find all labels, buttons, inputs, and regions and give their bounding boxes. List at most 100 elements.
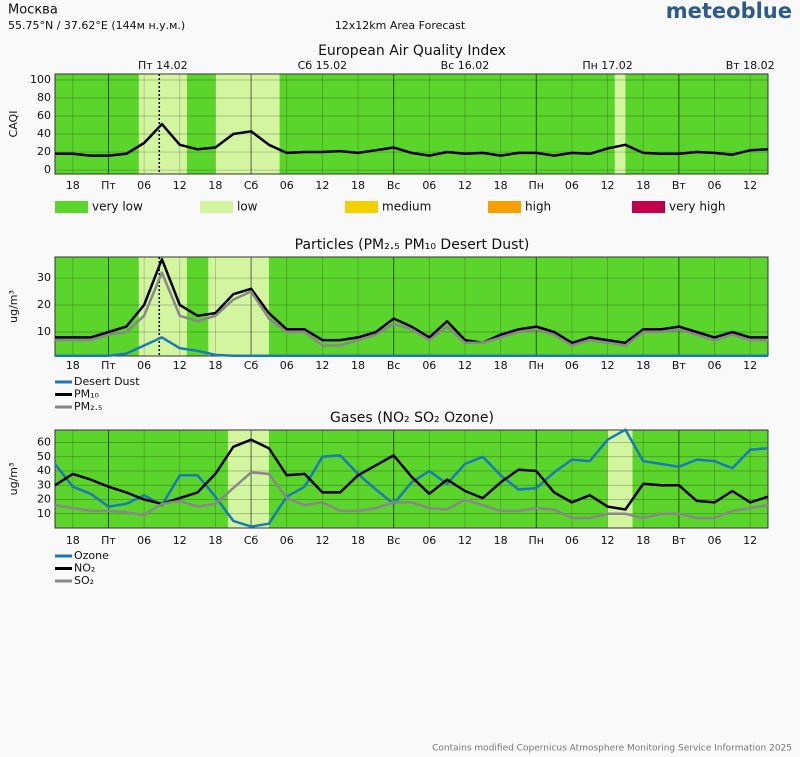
legend-swatch	[345, 201, 378, 213]
x-tick-label: 12	[173, 534, 187, 547]
x-tick-label: 06	[422, 179, 436, 192]
legend-label: high	[525, 200, 551, 214]
x-tick-label: 18	[494, 534, 508, 547]
y-tick-label: 20	[37, 298, 51, 311]
logo: meteoblue	[666, 0, 792, 23]
y-tick-label: 0	[44, 163, 51, 176]
x-tick-label: 06	[708, 359, 722, 372]
chart-title: Gases (NO₂ SO₂ Ozone)	[330, 410, 494, 426]
legend-swatch	[55, 201, 88, 213]
x-tick-label: Пт	[101, 179, 116, 192]
day-label: Пн 17.02	[582, 59, 632, 72]
x-tick-label: Пн	[529, 534, 544, 547]
legend-label: Ozone	[74, 549, 109, 562]
y-tick-label: 10	[37, 325, 51, 338]
x-tick-label: Пт	[101, 359, 116, 372]
series-line	[55, 271, 768, 347]
x-tick-label: 18	[636, 359, 650, 372]
legend-label: very high	[669, 200, 726, 214]
y-tick-label: 60	[37, 436, 51, 449]
x-tick-label: 18	[66, 359, 80, 372]
x-tick-label: 06	[422, 534, 436, 547]
x-tick-label: 18	[351, 359, 365, 372]
day-label: Пт 14.02	[138, 59, 188, 72]
x-tick-label: 18	[208, 179, 222, 192]
x-tick-label: 06	[137, 179, 151, 192]
low-band	[215, 74, 280, 174]
x-tick-label: 12	[601, 534, 615, 547]
x-tick-label: 06	[137, 534, 151, 547]
y-tick-label: 40	[37, 127, 51, 140]
y-tick-label: 50	[37, 450, 51, 463]
x-tick-label: 18	[351, 534, 365, 547]
series-line	[54, 471, 769, 520]
footer: Contains modified Copernicus Atmosphere …	[432, 744, 792, 754]
low-band	[208, 257, 269, 356]
x-tick-label: 18	[208, 534, 222, 547]
y-tick-label: 30	[37, 478, 51, 491]
y-tick-label: 10	[37, 507, 51, 520]
x-tick-label: 18	[494, 359, 508, 372]
x-tick-label: Вс	[387, 179, 401, 192]
x-tick-label: 06	[565, 359, 579, 372]
x-tick-label: Пт	[101, 534, 116, 547]
x-tick-label: 06	[708, 179, 722, 192]
y-tick-label: 30	[37, 271, 51, 284]
x-tick-label: 12	[315, 359, 329, 372]
y-tick-label: 100	[30, 73, 51, 86]
y-tick-label: 40	[37, 464, 51, 477]
x-tick-label: Вт	[672, 179, 687, 192]
y-axis-label: ug/m³	[7, 290, 20, 323]
day-label: Сб 15.02	[298, 59, 347, 72]
series-line	[54, 428, 769, 528]
y-tick-label: 20	[37, 493, 51, 506]
series-line	[55, 122, 769, 157]
y-tick-label: 60	[37, 109, 51, 122]
x-tick-label: 18	[636, 534, 650, 547]
series-line	[55, 257, 768, 345]
legend-swatch	[488, 201, 521, 213]
chart-title: European Air Quality Index	[318, 43, 506, 59]
y-tick-label: 20	[37, 145, 51, 158]
legend-label: PM₁₀	[74, 388, 100, 401]
x-tick-label: Сб	[244, 359, 259, 372]
x-tick-label: 12	[743, 179, 757, 192]
x-tick-label: 06	[708, 534, 722, 547]
x-tick-label: 06	[280, 534, 294, 547]
legend-label: PM₂.₅	[74, 400, 102, 413]
coords: 55.75°N / 37.62°E (144м н.у.м.)	[8, 19, 185, 32]
x-tick-label: Вс	[387, 534, 401, 547]
legend-label: Desert Dust	[74, 375, 140, 388]
y-tick-label: 80	[37, 91, 51, 104]
x-tick-label: Вт	[672, 359, 687, 372]
x-tick-label: 18	[208, 359, 222, 372]
x-tick-label: 18	[66, 179, 80, 192]
forecast: 12x12km Area Forecast	[335, 19, 466, 32]
city: Москва	[8, 3, 58, 18]
series-line	[54, 438, 769, 511]
legend-label: low	[237, 200, 258, 214]
x-tick-label: 18	[66, 534, 80, 547]
x-tick-label: Вт	[672, 534, 687, 547]
x-tick-label: 06	[422, 359, 436, 372]
legend-label: very low	[92, 200, 143, 214]
x-tick-label: Вс	[387, 359, 401, 372]
x-tick-label: 06	[280, 179, 294, 192]
y-axis-label: ug/m³	[7, 463, 20, 496]
y-axis-label: CAQI	[7, 111, 20, 138]
x-tick-label: Пн	[529, 179, 544, 192]
x-tick-label: 06	[280, 359, 294, 372]
x-tick-label: Сб	[244, 534, 259, 547]
plot-frame	[54, 73, 769, 175]
legend-swatch	[200, 201, 233, 213]
low-band	[614, 74, 626, 174]
x-tick-label: 06	[565, 179, 579, 192]
x-tick-label: 06	[137, 359, 151, 372]
x-tick-label: 06	[565, 534, 579, 547]
x-tick-label: 12	[743, 534, 757, 547]
x-tick-label: 12	[458, 359, 472, 372]
x-tick-label: Сб	[244, 179, 259, 192]
day-label: Вт 18.02	[726, 59, 775, 72]
legend-label: SO₂	[74, 574, 94, 587]
